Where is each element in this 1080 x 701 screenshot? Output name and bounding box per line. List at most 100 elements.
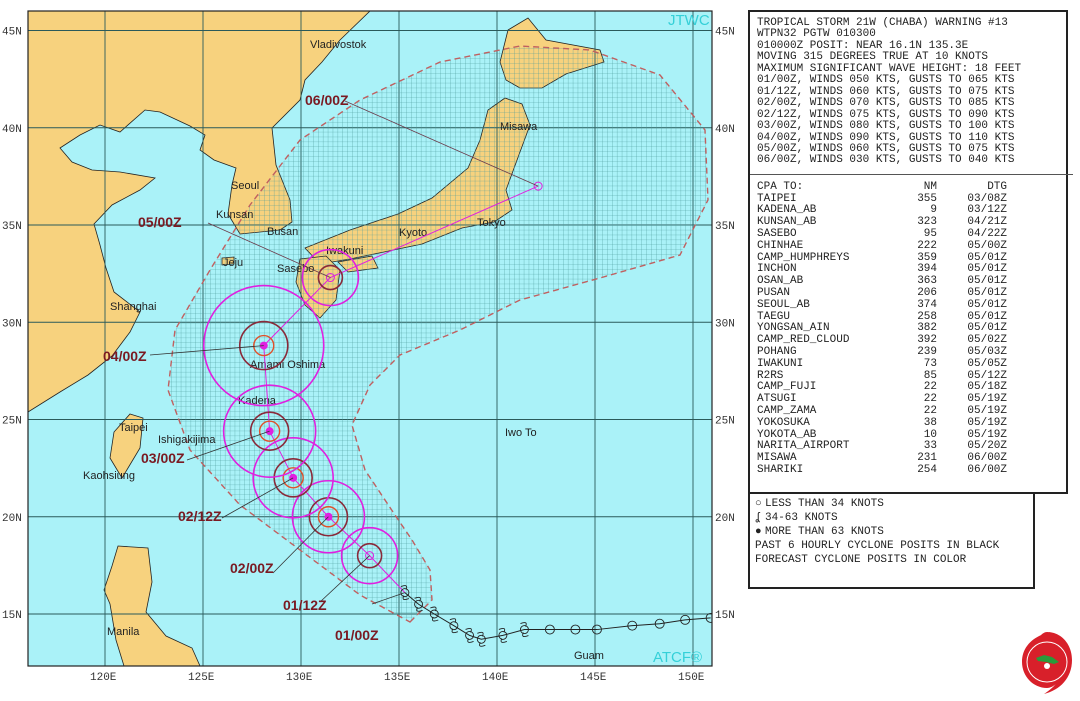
- jtwc-logo: [1022, 632, 1072, 694]
- tropical-storm-icon: ʆ: [755, 512, 762, 524]
- cpa-name: OSAN_AB: [757, 275, 804, 288]
- cpa-name: IWAKUNI: [757, 357, 804, 370]
- cpa-nm: 222: [917, 239, 937, 252]
- leader-line: [319, 555, 370, 603]
- warning-text: TROPICAL STORM 21W (CHABA) WARNING #13 WT…: [757, 17, 1066, 167]
- warning-line: 01/12Z, WINDS 060 KTS, GUSTS TO 075 KTS: [757, 85, 1015, 98]
- divider: [750, 173, 1073, 175]
- warning-line: 010000Z POSIT: NEAR 16.1N 135.3E: [757, 39, 969, 52]
- warning-line: 06/00Z, WINDS 030 KTS, GUSTS TO 040 KTS: [757, 154, 1015, 167]
- 50kt-wind-radius: [317, 264, 344, 291]
- cpa-row: TAEGU 258 05/01Z: [757, 310, 1066, 324]
- cpa-row: CAMP_HUMPHREYS 359 05/01Z: [757, 251, 1066, 265]
- cpa-row: PUSAN 206 05/01Z: [757, 287, 1066, 300]
- cpa-nm: 374: [917, 298, 937, 311]
- cpa-row: YONGSAN_AIN 382 05/01Z: [757, 323, 1066, 335]
- warning-line: WTPN32 PGTW 010300: [757, 28, 876, 41]
- place-label: Ishigakijima: [158, 434, 216, 446]
- lat-tick-right: 40N: [715, 124, 735, 136]
- 50kt-wind-radius: [238, 320, 289, 371]
- cpa-row: SEOUL_AB 374 05/01Z: [757, 298, 1066, 312]
- cpa-name: SHARIKI: [757, 464, 804, 477]
- open-circle-icon: ○: [755, 498, 762, 510]
- place-label: Iwakuni: [326, 245, 363, 257]
- 34kt-wind-radius: [340, 526, 399, 585]
- warning-line: MOVING 315 DEGREES TRUE AT 10 KNOTS: [757, 51, 989, 64]
- 34kt-wind-radius: [252, 437, 334, 519]
- cpa-name: SEOUL_AB: [757, 298, 810, 311]
- cpa-dtg: 05/19Z: [967, 428, 1007, 441]
- cpa-row: ATSUGI 22 05/19Z: [757, 393, 1066, 406]
- cpa-dtg: 04/21Z: [967, 216, 1007, 229]
- cpa-row: POHANG 239 05/03Z: [757, 346, 1066, 359]
- land-luzon: [103, 545, 201, 666]
- cpa-nm: 38: [923, 416, 937, 429]
- cpa-dtg: 03/12Z: [967, 204, 1007, 217]
- cpa-nm: 22: [923, 393, 937, 406]
- land-mainland: [28, 11, 371, 413]
- storm-track: [202, 181, 712, 647]
- past-position-storm-icon: [449, 618, 459, 634]
- cpa-header-nm: NM: [923, 180, 937, 193]
- past-position-circle-icon: [592, 624, 602, 635]
- past-position-circle-icon: [654, 618, 665, 629]
- place-label: Kunsan: [216, 209, 253, 221]
- warning-line: 02/12Z, WINDS 075 KTS, GUSTS TO 090 KTS: [757, 108, 1015, 121]
- cpa-name: CHINHAE: [757, 239, 804, 252]
- forecast-time-label: 02/12Z: [178, 508, 222, 524]
- 64kt-wind-radius: [282, 467, 304, 489]
- lat-tick-right: 30N: [715, 318, 735, 330]
- cpa-nm: 355: [917, 192, 937, 205]
- legend-note: FORECAST CYCLONE POSITS IN COLOR: [755, 554, 967, 566]
- leader-line: [344, 100, 539, 187]
- cpa-dtg: 05/01Z: [967, 251, 1007, 264]
- cpa-name: YONGSAN_AIN: [757, 322, 830, 335]
- 50kt-wind-radius: [249, 411, 290, 451]
- warning-line: 01/00Z, WINDS 050 KTS, GUSTS TO 065 KTS: [757, 74, 1015, 87]
- place-label: Kyoto: [399, 227, 427, 239]
- cpa-table: TAIPEI 355 03/08Z KADENA_AB 9 03/12Z KUNSAN_AB…: [757, 192, 1066, 477]
- cpa-dtg: 05/01Z: [967, 287, 1007, 300]
- cpa-nm: 33: [923, 440, 937, 453]
- cpa-dtg: 03/08Z: [967, 192, 1007, 205]
- place-label: Shanghai: [110, 301, 157, 313]
- cpa-row: MISAWA 231 06/00Z: [757, 452, 1066, 465]
- cpa-dtg: 05/03Z: [967, 346, 1007, 359]
- legend-label: LESS THAN 34 KNOTS: [765, 498, 884, 510]
- lon-tick: 150E: [678, 672, 705, 684]
- 64kt-wind-radius: [317, 506, 340, 528]
- forecast-time-label: 01/00Z: [335, 627, 379, 643]
- cpa-nm: 239: [917, 346, 937, 359]
- cpa-row: YOKOSUKA 38 05/19Z: [757, 416, 1066, 430]
- cpa-nm: 95: [923, 228, 937, 241]
- cpa-nm: 85: [923, 369, 937, 382]
- lat-tick-right: 35N: [715, 221, 735, 233]
- forecast-time-label: 01/12Z: [283, 597, 327, 613]
- past-position-circle-icon: [705, 612, 712, 623]
- cpa-dtg: 05/19Z: [967, 393, 1007, 406]
- forecast-track-line: [263, 185, 539, 593]
- cpa-name: TAIPEI: [757, 192, 797, 205]
- leader-line: [149, 345, 264, 356]
- cpa-name: MISAWA: [757, 452, 797, 465]
- forecast-time-label: 05/00Z: [138, 214, 182, 230]
- 34kt-wind-radius: [202, 284, 325, 407]
- past-position-storm-icon: [465, 627, 475, 643]
- past-position-storm-icon: [476, 631, 486, 647]
- place-label: Jeju: [223, 257, 243, 269]
- forecast-time-label: 04/00Z: [103, 348, 147, 364]
- cpa-name: TAEGU: [757, 310, 791, 323]
- cpa-name: YOKOTA_AB: [757, 428, 817, 441]
- cpa-row: YOKOTA_AB 10 05/19Z: [757, 428, 1066, 442]
- leader-line: [371, 592, 406, 605]
- cpa-nm: 22: [923, 405, 937, 418]
- legend-label: MORE THAN 63 KNOTS: [765, 526, 884, 538]
- past-position-circle-icon: [627, 620, 638, 631]
- place-label: Misawa: [500, 121, 538, 133]
- warning-line: 02/00Z, WINDS 070 KTS, GUSTS TO 085 KTS: [757, 97, 1015, 110]
- place-label: Tokyo: [477, 217, 506, 229]
- map-frame: [27, 10, 713, 667]
- storm-position-icon: [365, 551, 375, 561]
- cpa-name: CAMP_FUJI: [757, 381, 817, 394]
- place-label: Taipei: [119, 422, 148, 434]
